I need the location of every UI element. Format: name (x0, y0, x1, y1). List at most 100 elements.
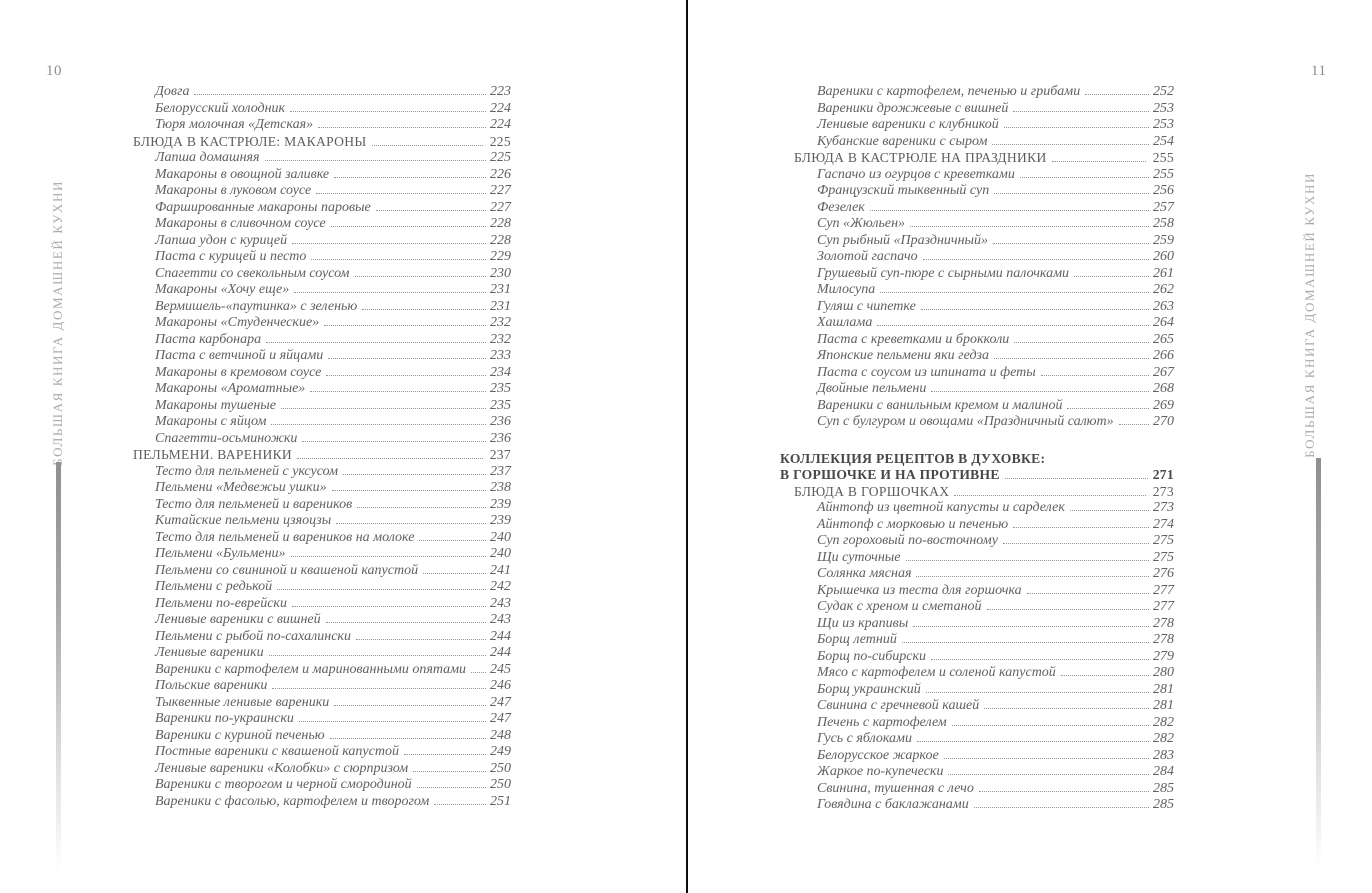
toc-entry: Фезелек 257 (780, 200, 1174, 217)
toc-entry-title: Айнтопф с морковью и печенью (817, 516, 1009, 532)
dot-leader (1026, 592, 1149, 594)
toc-entry-title: Вареники дрожжевые с вишней (817, 100, 1009, 116)
dot-leader (292, 242, 486, 244)
toc-entry-page: 248 (490, 727, 511, 743)
toc-entry-title: Печень с картофелем (817, 714, 947, 730)
toc-entry: Вареники с картофелем и маринованными оп… (133, 662, 511, 679)
toc-entry-title: Свинина, тушенная с лечо (817, 780, 974, 796)
toc-entry-page: 249 (490, 744, 511, 759)
dot-leader (329, 737, 486, 739)
toc-entry-page: 247 (490, 694, 511, 710)
toc-entry-page: 275 (1153, 549, 1174, 565)
toc-entry: Макароны «Хочу еще» 231 (133, 282, 511, 299)
toc-entry-title: Суп рыбный «Праздничный» (817, 232, 989, 248)
toc-entry-title: Ленивые вареники с клубникой (817, 117, 999, 132)
toc-entry: Паста с креветками и брокколи 265 (780, 332, 1174, 349)
toc-entry: Пельмени «Медвежьи ушки» 238 (133, 480, 511, 497)
toc-entry-page: 277 (1153, 582, 1174, 598)
spine-bar-right (1316, 458, 1321, 870)
dot-leader (880, 292, 1149, 293)
toc-entry-title: Борщ летний (817, 632, 897, 647)
toc-entry: Довга 223 (133, 84, 511, 101)
toc-entry: Макароны в луковом соусе 227 (133, 183, 511, 200)
toc-entry-page: 224 (490, 117, 511, 132)
toc-entry-page: 253 (1153, 117, 1174, 132)
toc-entry-title: Пельмени по-еврейски (155, 595, 287, 611)
toc-entry-page: 235 (490, 381, 511, 396)
toc-entry: Спагетти со свекольным соусом 230 (133, 266, 511, 283)
toc-entry: Судак с хреном и сметаной 277 (780, 599, 1174, 616)
toc-entry-page: 240 (490, 529, 511, 545)
toc-entry: Паста с курицей и песто 229 (133, 249, 511, 266)
toc-entry: Паста с ветчиной и яйцами 233 (133, 348, 511, 365)
toc-entry-title: Вареники с куриной печенью (155, 727, 325, 743)
toc-entry-page: 281 (1153, 681, 1174, 697)
toc-entry-page: 233 (490, 348, 511, 363)
toc-entry: Вареники дрожжевые с вишней 253 (780, 101, 1174, 118)
page-gutter-divider (686, 0, 688, 893)
toc-entry-title: Солянка мясная (817, 566, 912, 581)
toc-entry-title: Лапша удон с курицей (155, 232, 288, 248)
toc-entry-title: БЛЮДА В КАСТРЮЛЕ: МАКАРОНЫ (133, 133, 367, 149)
toc-entry: Вермишель-«паутинка» с зеленью 231 (133, 299, 511, 316)
toc-entry: В ГОРШОЧКЕ И НА ПРОТИВНЕ 271 (780, 467, 1174, 484)
toc-entry-page: 240 (490, 546, 511, 561)
dot-leader (290, 556, 486, 557)
dot-leader (330, 226, 486, 227)
toc-entry-title: Тесто для пельменей и вареников (155, 496, 353, 512)
toc-entry-page: 267 (1153, 364, 1174, 380)
toc-entry: Макароны тушеные 235 (133, 398, 511, 415)
dot-leader (268, 655, 486, 656)
toc-entry-title: Японские пельмени яки гедза (817, 348, 989, 363)
toc-entry-page: 284 (1153, 764, 1174, 779)
toc-entry-page: 280 (1153, 665, 1174, 680)
dot-leader (318, 127, 486, 128)
toc-entry: Польские вареники 246 (133, 678, 511, 695)
toc-entry: Гусь с яблоками 282 (780, 731, 1174, 748)
toc-entry-page: 278 (1153, 615, 1174, 631)
dot-leader (951, 724, 1149, 726)
toc-entry-title: Белорусское жаркое (817, 747, 939, 763)
toc-entry: Пельмени с редькой 242 (133, 579, 511, 596)
dot-leader (362, 308, 486, 310)
toc-entry-title: В ГОРШОЧКЕ И НА ПРОТИВНЕ (780, 467, 1000, 482)
page-number-left: 10 (46, 63, 62, 79)
toc-entry-page: 253 (1153, 100, 1174, 116)
toc-entry-page: 261 (1153, 265, 1174, 281)
toc-entry: Тыквенные ленивые вареники 247 (133, 695, 511, 712)
dot-leader (343, 473, 486, 475)
toc-entry: Макароны «Ароматные» 235 (133, 381, 511, 398)
toc-entry-title: Макароны в кремовом соусе (155, 364, 322, 380)
toc-entry-title: Вареники по-украински (155, 711, 294, 726)
dot-leader (920, 308, 1149, 310)
toc-entry-page: 268 (1153, 381, 1174, 396)
toc-entry-page: 225 (490, 150, 511, 165)
toc-entry-title: Довга (155, 84, 190, 99)
toc-entry-page: 238 (490, 480, 511, 495)
toc-entry-title: Вермишель-«паутинка» с зеленью (155, 298, 358, 314)
dot-leader (1003, 127, 1149, 128)
toc-entry-title: Двойные пельмени (817, 381, 927, 396)
dot-leader (1019, 176, 1149, 178)
toc-entry-title: Макароны тушеные (155, 397, 276, 413)
toc-entry-title: Айнтопф из цветной капусты и сарделек (817, 500, 1065, 515)
toc-entry: Хашлама 264 (780, 315, 1174, 332)
toc-entry-title: Макароны в сливочном соусе (155, 216, 326, 231)
toc-entry-title: Французский тыквенный суп (817, 183, 990, 198)
dot-leader (371, 144, 483, 146)
toc-entry-title: Щи суточные (817, 549, 901, 565)
toc-entry: Вареники с фасолью, картофелем и творого… (133, 794, 511, 811)
toc-entry: Свинина с гречневой кашей 281 (780, 698, 1174, 715)
toc-entry-title: Вареники с картофелем, печенью и грибами (817, 84, 1081, 99)
dot-leader (403, 754, 486, 755)
toc-entry: БЛЮДА В КАСТРЮЛЕ: МАКАРОНЫ 225 (133, 134, 511, 151)
dot-leader (1118, 424, 1149, 425)
toc-entry: Гаспачо из огурцов с креветками 255 (780, 167, 1174, 184)
toc-entry: Пельмени со свининой и квашеной капустой… (133, 563, 511, 580)
dot-leader (1074, 275, 1149, 277)
toc-entry-page: 237 (490, 463, 511, 479)
toc-entry-title: Милосупа (817, 282, 876, 297)
toc-entry-title: БЛЮДА В КАСТРЮЛЕ НА ПРАЗДНИКИ (794, 150, 1047, 165)
toc-entry-page: 276 (1153, 566, 1174, 581)
dot-leader (310, 391, 486, 392)
